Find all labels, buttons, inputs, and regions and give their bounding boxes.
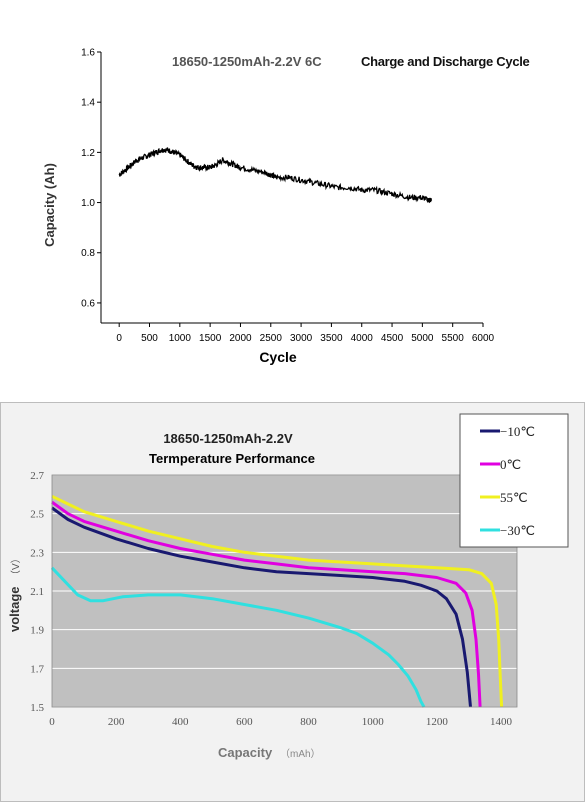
cycle-life-chart: 18650-1250mAh-2.2V 6C Charge and Dischar… bbox=[42, 48, 530, 366]
chart1-x-tick-label: 2000 bbox=[229, 333, 252, 344]
chart2-series-line bbox=[50, 566, 426, 708]
chart1-subtitle: Charge and Discharge Cycle bbox=[361, 54, 530, 69]
chart2-plot-border bbox=[51, 474, 518, 708]
chart1-x-tick-label: 5500 bbox=[442, 333, 465, 344]
chart1-x-tick-label: 4500 bbox=[381, 333, 404, 344]
chart1-capacity-line bbox=[118, 147, 433, 204]
chart1-y-tick-label: 1.0 bbox=[81, 198, 95, 209]
chart2-x-tick-label: 1000 bbox=[362, 716, 385, 728]
chart2-x-tick-label: 1200 bbox=[426, 716, 449, 728]
chart2-x-axis-unit: （mAh） bbox=[280, 748, 321, 760]
chart1-x-axis-label: Cycle bbox=[259, 349, 297, 365]
chart2-series-line bbox=[51, 506, 472, 708]
chart1-x-tick-label: 0 bbox=[116, 333, 122, 344]
chart2-series-line bbox=[51, 500, 482, 708]
chart2-title: 18650-1250mAh-2.2V bbox=[163, 431, 293, 446]
chart1-y-tick-label: 0.6 bbox=[81, 298, 95, 309]
chart1-x-tick-label: 4000 bbox=[351, 333, 374, 344]
temperature-performance-chart: 2.7 2.5 2.3 2.1 1.9 1.7 1.5 0 200 400 600 800 1000 12… bbox=[7, 413, 569, 760]
legend-label: 55℃ bbox=[500, 490, 528, 505]
legend-label: −30℃ bbox=[500, 523, 535, 538]
legend-label: −10℃ bbox=[500, 424, 535, 439]
chart2-x-tick-label: 0 bbox=[49, 716, 55, 728]
chart2-y-tick-label: 1.9 bbox=[30, 625, 44, 637]
chart2-legend: −10℃ 0℃ 55℃ −30℃ bbox=[459, 413, 569, 548]
chart2-x-tick-label: 800 bbox=[300, 716, 317, 728]
chart2-y-axis-unit: （V） bbox=[10, 553, 22, 580]
chart2-x-tick-label: 200 bbox=[108, 716, 125, 728]
chart2-y-tick-label: 2.5 bbox=[30, 509, 44, 521]
legend-box bbox=[459, 413, 569, 548]
chart2-y-tick-label: 1.5 bbox=[30, 702, 44, 714]
chart1-x-tick-label: 1000 bbox=[169, 333, 192, 344]
chart2-x-axis-label: Capacity bbox=[218, 745, 273, 760]
chart2-y-tick-label: 2.7 bbox=[30, 470, 44, 482]
chart1-x-tick-label: 6000 bbox=[472, 333, 495, 344]
chart2-x-tick-label: 1400 bbox=[490, 716, 513, 728]
chart1-x-tick-label: 1500 bbox=[199, 333, 222, 344]
chart1-y-tick-label: 0.8 bbox=[81, 248, 95, 259]
chart1-x-tick-label: 3500 bbox=[320, 333, 343, 344]
chart2-y-tick-label: 2.3 bbox=[30, 547, 44, 559]
chart1-x-tick-label: 2500 bbox=[260, 333, 283, 344]
chart2-subtitle: Termperature Performance bbox=[149, 451, 315, 466]
legend-label: 0℃ bbox=[500, 457, 521, 472]
chart2-x-tick-label: 600 bbox=[236, 716, 253, 728]
chart2-y-axis-label: voltage bbox=[7, 586, 22, 632]
chart1-x-tick-label: 5000 bbox=[411, 333, 434, 344]
chart1-y-tick-label: 1.6 bbox=[81, 48, 95, 59]
chart1-x-tick-label: 3000 bbox=[290, 333, 313, 344]
chart2-y-tick-label: 1.7 bbox=[30, 663, 44, 675]
chart1-y-tick-label: 1.4 bbox=[81, 98, 95, 109]
chart2-x-tick-label: 400 bbox=[172, 716, 189, 728]
chart2-y-axis-title: voltage （V） bbox=[7, 553, 22, 632]
chart1-x-tick-label: 500 bbox=[141, 333, 158, 344]
chart1-title: 18650-1250mAh-2.2V 6C bbox=[172, 54, 322, 69]
chart2-y-tick-label: 2.1 bbox=[30, 586, 44, 598]
chart1-y-axis-label: Capacity (Ah) bbox=[42, 163, 57, 247]
chart2-series-line bbox=[51, 494, 504, 708]
chart1-y-tick-label: 1.2 bbox=[81, 148, 95, 159]
chart2-x-axis-title: Capacity （mAh） bbox=[218, 745, 321, 760]
